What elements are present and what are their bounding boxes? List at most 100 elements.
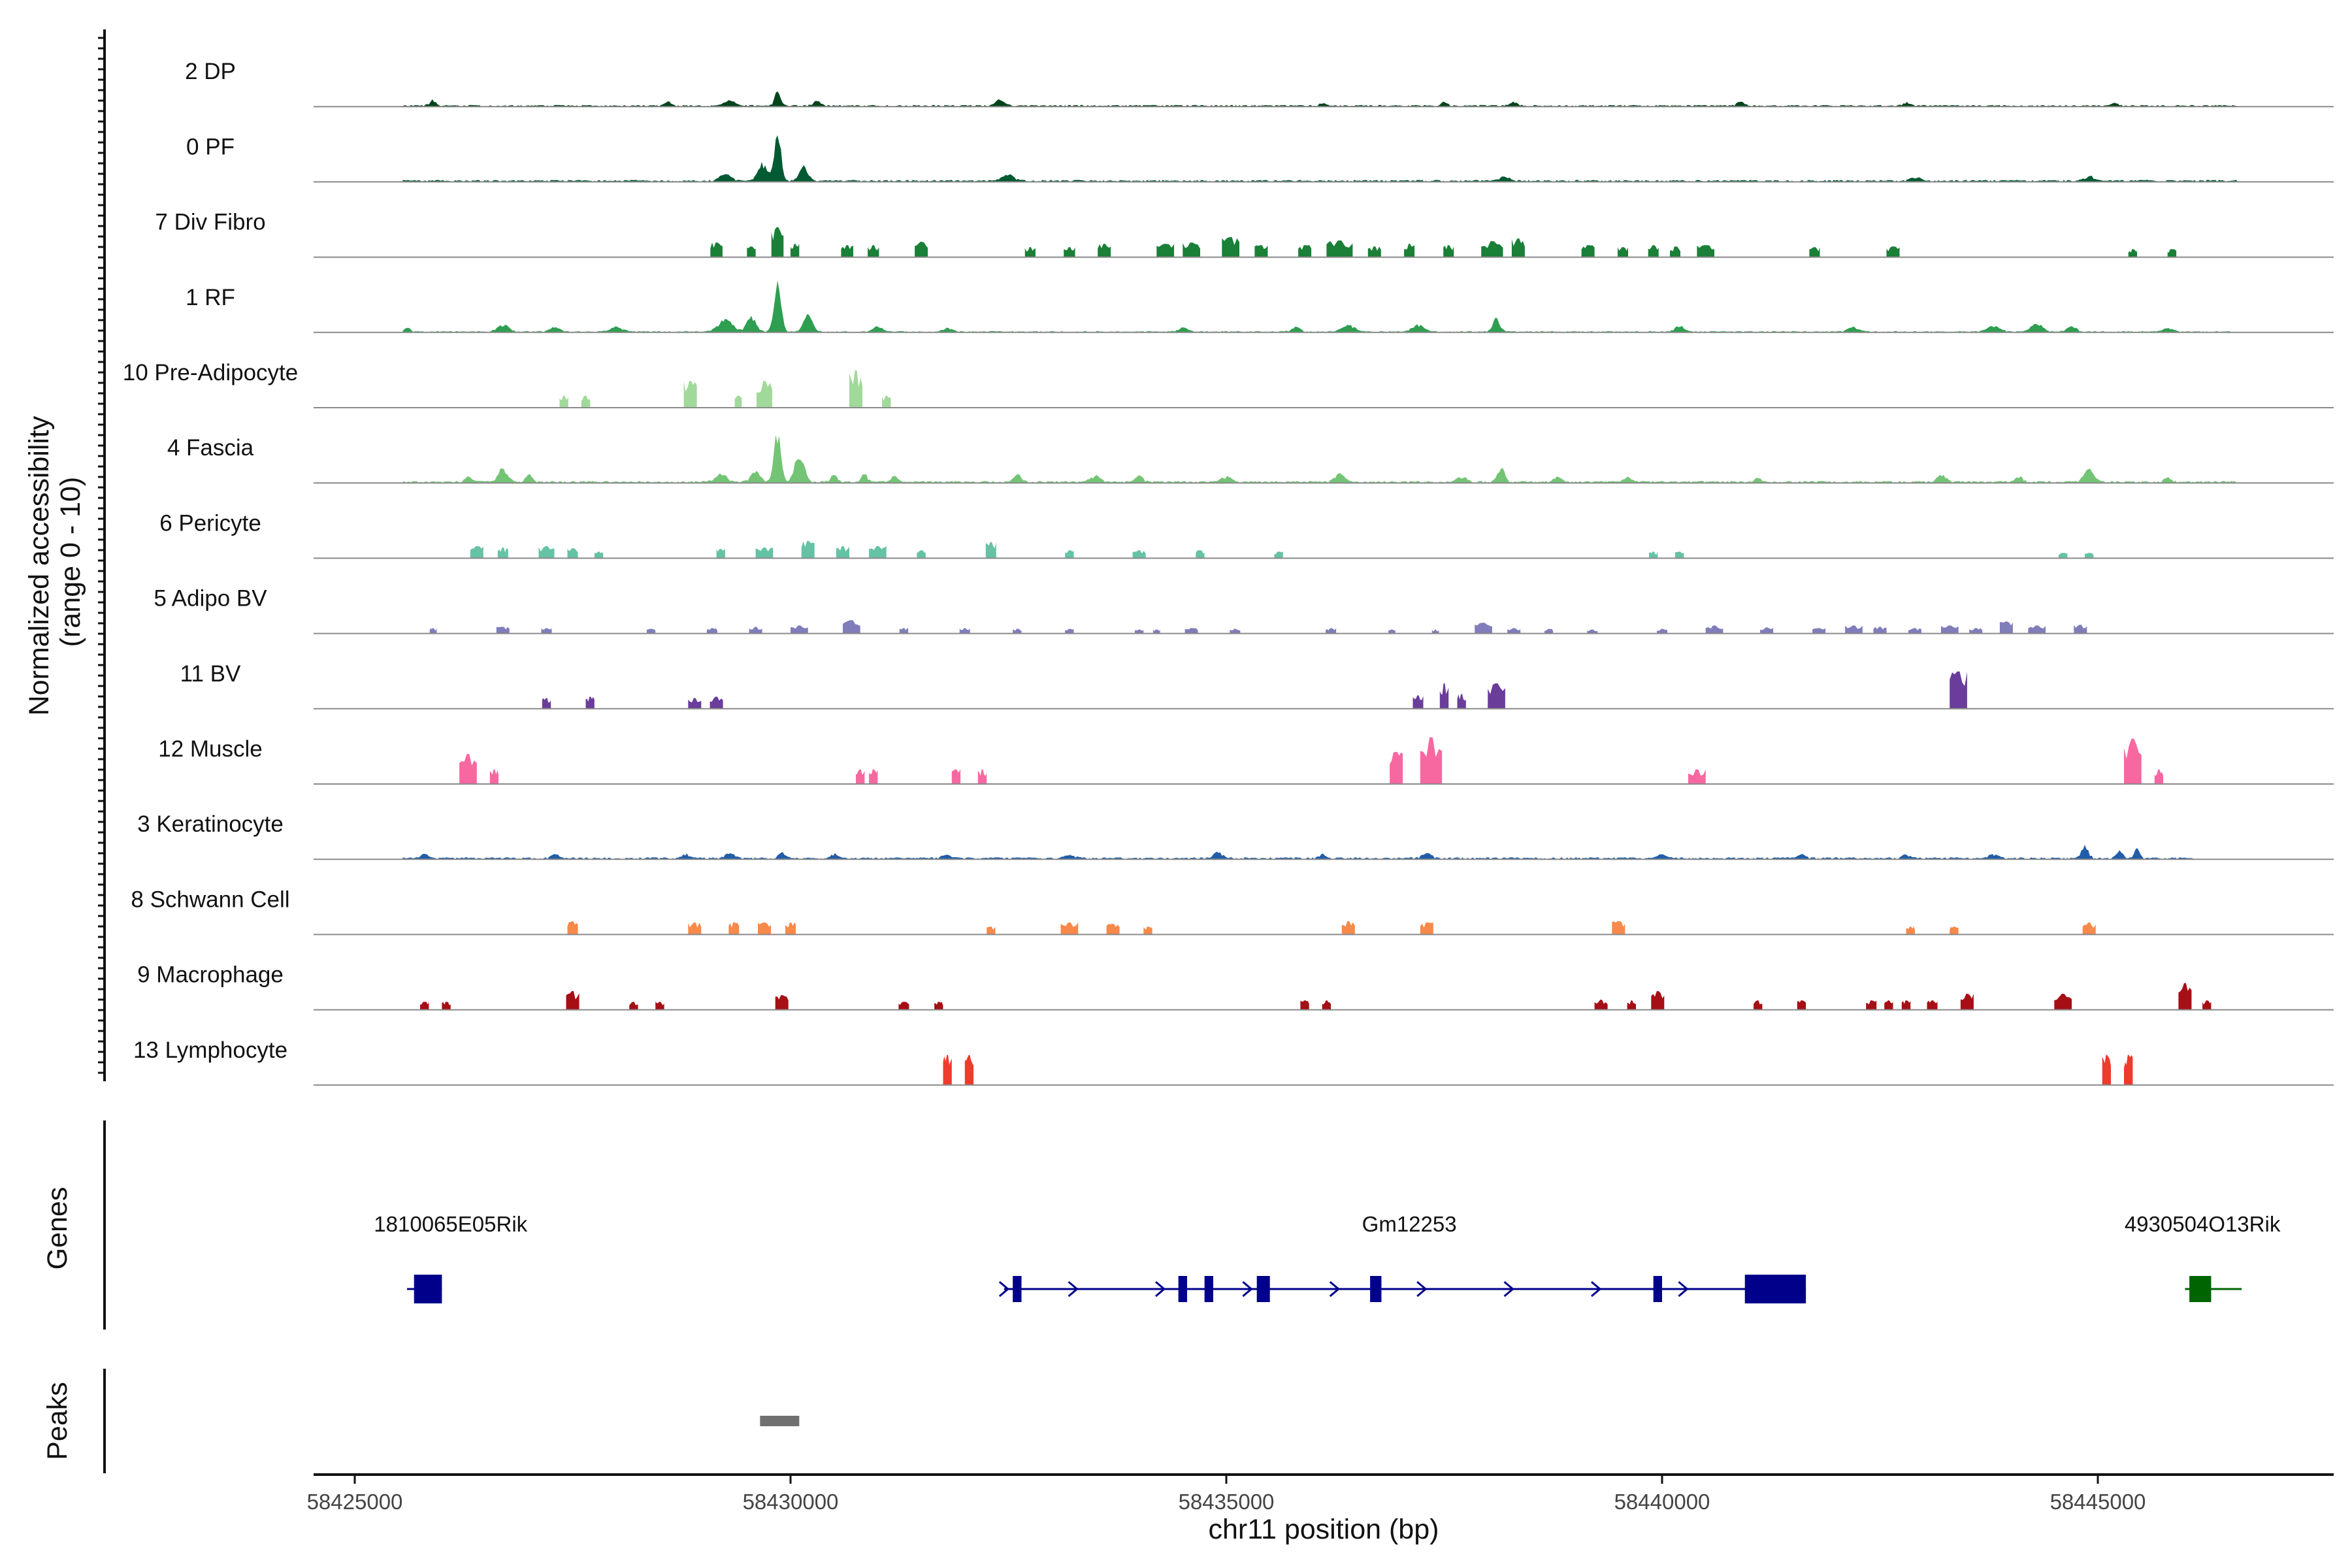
- coverage-peak: [1230, 629, 1241, 634]
- coverage-peak: [841, 245, 853, 257]
- coverage-peak: [1950, 926, 1959, 935]
- gene-exon: [1256, 1276, 1270, 1302]
- coverage-peak: [1618, 247, 1628, 257]
- coverage-peak: [2059, 553, 2068, 559]
- coverage-peak: [459, 754, 477, 784]
- strand-arrow: [1590, 1281, 1602, 1298]
- coverage-peak: [1475, 623, 1492, 634]
- coverage-peak: [688, 923, 702, 935]
- strand-arrow: [998, 1281, 1010, 1298]
- gene-label: 1810065E05Rik: [374, 1212, 527, 1236]
- coverage-peak: [2154, 769, 2164, 784]
- gene-exon: [1744, 1275, 1806, 1303]
- coverage-peak: [470, 546, 483, 559]
- track-label: 1 RF: [186, 285, 235, 310]
- coverage-peak: [688, 698, 702, 709]
- coverage-peak: [429, 628, 437, 634]
- coverage-peak: [567, 921, 578, 935]
- coverage-peak: [1413, 695, 1424, 709]
- coverage-peak: [959, 628, 970, 634]
- coverage-peak: [1705, 625, 1723, 634]
- coverage-peak: [849, 370, 863, 408]
- coverage-peak: [951, 769, 961, 784]
- coverage-peak: [1760, 627, 1774, 634]
- coverage-peak: [710, 242, 723, 257]
- coverage-peak: [1134, 629, 1144, 634]
- coverage-peak: [655, 1002, 664, 1010]
- coverage-peak: [2074, 625, 2087, 634]
- coverage-peak: [1298, 245, 1312, 257]
- gene-exon: [1204, 1276, 1213, 1302]
- coverage-peak: [1420, 737, 1443, 784]
- coverage-peak: [734, 395, 742, 408]
- track-1: 0 PF: [186, 134, 2334, 183]
- coverage-peak: [1612, 921, 1625, 935]
- coverage-peak: [1457, 694, 1466, 709]
- coverage-peak: [1845, 625, 1863, 634]
- coverage-peak: [1024, 247, 1036, 257]
- coverage-peak: [843, 620, 860, 634]
- x-axis-title: chr11 position (bp): [1209, 1514, 1439, 1545]
- coverage-peak: [1809, 247, 1820, 257]
- coverage-peak: [1649, 551, 1658, 559]
- coverage-peak: [1254, 245, 1268, 257]
- gene-model: 4930504O13Rik: [2125, 1212, 2281, 1302]
- coverage-area: [402, 280, 2238, 333]
- genes-panel: 1810065E05Rik Gm12253 4930504O13Rik: [374, 1212, 2281, 1303]
- coverage-peak: [791, 244, 800, 257]
- coverage-peak: [566, 991, 580, 1010]
- coverage-peak: [1901, 1000, 1911, 1010]
- coverage-peak: [1341, 921, 1355, 935]
- track-5: 4 Fascia: [167, 434, 2334, 484]
- coverage-peak: [2028, 625, 2046, 634]
- coverage-peak: [1098, 244, 1111, 257]
- coverage-peak: [1488, 683, 1505, 709]
- coverage-peak: [1184, 628, 1198, 634]
- coverage-peak: [1326, 240, 1353, 257]
- coverage-area: [402, 845, 2194, 860]
- coverage-peak: [882, 395, 891, 408]
- coverage-peak: [1443, 245, 1454, 257]
- coverage-peak: [1544, 629, 1554, 634]
- track-label: 3 Keratinocyte: [137, 811, 284, 837]
- track-3: 1 RF: [186, 280, 2334, 333]
- coverage-peak: [943, 1054, 952, 1085]
- coverage-peak: [1651, 991, 1665, 1010]
- coverage-peak: [1065, 550, 1074, 559]
- coverage-peak: [868, 245, 879, 257]
- coverage-peak: [2085, 553, 2094, 559]
- coverage-peak: [2102, 1054, 2111, 1085]
- coverage-peak: [749, 627, 762, 634]
- coverage-peak: [785, 923, 796, 935]
- coverage-peak: [1581, 245, 1595, 257]
- coverage-peak: [1481, 241, 1503, 257]
- coverage-peak: [1940, 625, 1959, 634]
- coverage-peak: [497, 547, 508, 559]
- strand-arrow: [1068, 1281, 1079, 1298]
- coverage-peak: [420, 1002, 429, 1010]
- coverage-peak: [1013, 629, 1022, 634]
- coverage-peak: [757, 381, 772, 408]
- coverage-peak: [1648, 245, 1659, 257]
- coverage-peak: [801, 540, 815, 559]
- strand-arrow: [1416, 1281, 1428, 1298]
- strand-arrow: [1242, 1281, 1253, 1298]
- strand-arrow: [1154, 1281, 1166, 1298]
- coverage-peak: [1390, 752, 1403, 784]
- coverage-peak: [1906, 926, 1915, 935]
- coverage-peak: [1594, 1000, 1608, 1010]
- track-12: 9 Macrophage: [137, 962, 2334, 1011]
- coverage-peak: [1797, 1000, 1806, 1010]
- coverage-peak: [1367, 246, 1381, 257]
- coverage-peak: [538, 546, 555, 559]
- gene-exon: [1178, 1276, 1187, 1302]
- coverage-peak: [856, 769, 865, 784]
- y-axis-title-line2: (range 0 - 10): [55, 477, 86, 647]
- coverage-peak: [987, 926, 996, 935]
- coverage-peak: [2054, 994, 2072, 1010]
- coverage-peak: [1431, 629, 1439, 634]
- coverage-tracks: 2 DP 0 PF 7 Div Fibro 1 RF 10 Pre-Adipocyte 4…: [123, 59, 2334, 1086]
- coverage-peak: [1675, 551, 1684, 559]
- coverage-peak: [581, 395, 591, 408]
